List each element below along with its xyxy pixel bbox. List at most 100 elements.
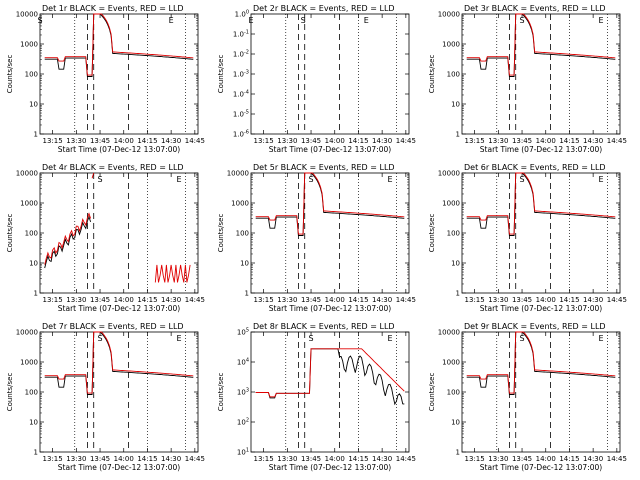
x-tick-label: 13:45 [301,296,321,304]
y-tick-label: 1.0-5 [233,110,249,119]
y-tick-label: 10000 [16,170,38,178]
x-tick-label: 14:15 [137,137,157,145]
x-tick-label: 13:45 [301,455,321,463]
y-tick-label: 1.0-6 [233,130,249,139]
x-tick-label: 14:45 [185,455,205,463]
y-tick-label: 1000 [442,41,460,49]
x-tick-label: 13:15 [465,296,485,304]
x-tick-label: 13:30 [66,296,86,304]
lld-curve-late [154,264,191,283]
x-tick-label: 13:15 [43,455,63,463]
y-axis-label: Counts/sec [428,55,436,94]
y-axis-label: Counts/sec [6,373,14,412]
y-tick-label: 100 [447,389,460,397]
y-tick-label: 100 [25,71,38,79]
x-tick-label: 13:15 [43,137,63,145]
time-marker: E [599,16,604,25]
y-tick-label: 1.0-2 [233,50,249,59]
x-axis-label: Start Time (07-Dec-12 13:07:00) [58,145,180,154]
plot-frame [250,13,410,135]
y-tick-label: 100 [25,389,38,397]
x-tick-label: 13:30 [488,137,508,145]
time-marker: E [177,334,182,343]
x-tick-label: 14:00 [536,137,556,145]
y-tick-label: 10000 [16,329,38,337]
lld-curve [255,348,405,398]
panel-title: Det 4r BLACK = Events, RED = LLD [42,163,184,172]
y-tick-label: 1.0-4 [233,90,249,99]
y-tick-label: 1 [34,290,38,298]
y-tick-label: 105 [237,328,249,337]
y-tick-label: 1.00 [235,10,249,19]
x-tick-label: 14:15 [348,296,368,304]
y-tick-label: 100 [25,230,38,238]
events-curve [255,348,405,406]
x-tick-label: 13:30 [277,455,297,463]
x-tick-label: 14:30 [161,455,181,463]
x-tick-label: 14:45 [607,137,627,145]
time-marker: S [309,334,314,343]
y-axis-label: Counts/sec [217,55,225,94]
x-tick-label: 14:00 [114,455,134,463]
x-tick-label: 13:45 [90,455,110,463]
y-tick-label: 10 [451,260,460,268]
x-tick-label: 13:15 [465,455,485,463]
time-marker: S [520,16,525,25]
x-axis-label: Start Time (07-Dec-12 13:07:00) [58,463,180,472]
panel-title: Det 6r BLACK = Events, RED = LLD [464,163,606,172]
y-tick-label: 10000 [16,11,38,19]
y-tick-label: 1000 [231,200,249,208]
x-tick-label: 14:00 [536,455,556,463]
y-tick-label: 10000 [438,170,460,178]
time-marker: S [37,16,42,25]
y-axis-label: Counts/sec [428,373,436,412]
x-axis-label: Start Time (07-Dec-12 13:07:00) [58,304,180,313]
x-tick-label: 14:15 [348,137,368,145]
panel-title: Det 2r BLACK = Events, RED = LLD [253,4,395,13]
events-curve [44,13,194,77]
y-tick-label: 1000 [20,200,38,208]
x-tick-label: 13:45 [90,137,110,145]
x-tick-label: 13:45 [512,137,532,145]
y-tick-label: 10 [29,260,38,268]
plot-frame [461,13,621,135]
time-marker: E [177,175,182,184]
x-tick-label: 14:00 [114,137,134,145]
x-tick-label: 14:45 [396,455,416,463]
events-curve [466,172,616,236]
y-tick-label: 1 [456,449,460,457]
time-marker: E [169,16,174,25]
plot-frame [461,331,621,453]
time-marker: S [520,175,525,184]
events-curve [466,13,616,77]
y-tick-label: 1000 [442,200,460,208]
x-tick-label: 14:15 [559,455,579,463]
events-curve [466,331,616,395]
x-tick-label: 13:45 [301,137,321,145]
time-marker: S [520,334,525,343]
y-tick-label: 103 [237,388,249,397]
y-tick-label: 101 [237,448,249,457]
y-tick-label: 10 [240,260,249,268]
time-marker: E [599,334,604,343]
lld-curve [466,13,616,76]
y-tick-label: 10 [451,419,460,427]
time-marker: S [98,334,103,343]
y-axis-label: Counts/sec [428,214,436,253]
x-tick-label: 14:45 [396,137,416,145]
y-tick-label: 1000 [20,41,38,49]
x-tick-label: 14:30 [161,296,181,304]
x-axis-label: Start Time (07-Dec-12 13:07:00) [269,304,391,313]
y-tick-label: 10 [29,419,38,427]
time-marker: E [364,16,369,25]
time-marker: S [309,175,314,184]
y-tick-label: 10 [451,101,460,109]
lld-curve [466,172,616,235]
y-tick-label: 100 [236,230,249,238]
x-tick-label: 14:15 [137,296,157,304]
